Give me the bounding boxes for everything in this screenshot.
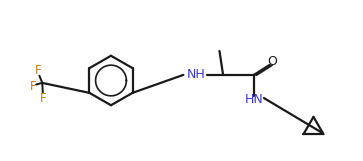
Text: F: F xyxy=(34,64,41,77)
Text: HN: HN xyxy=(244,93,263,106)
Text: NH: NH xyxy=(187,68,205,81)
Text: F: F xyxy=(40,92,46,105)
Text: F: F xyxy=(30,80,37,93)
Text: O: O xyxy=(268,55,278,68)
